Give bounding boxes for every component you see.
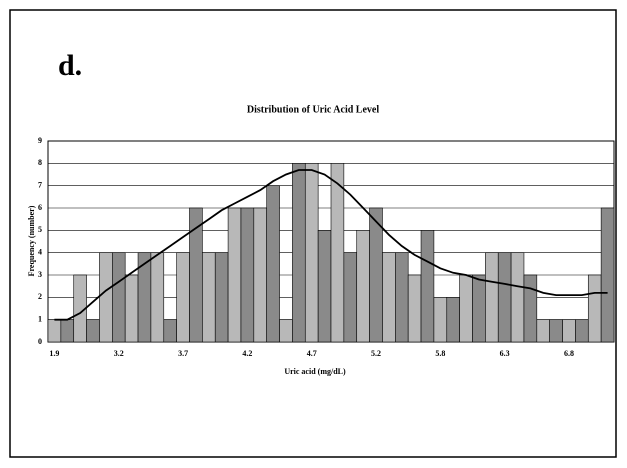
bar <box>420 230 435 343</box>
bar <box>304 163 319 343</box>
y-tick-label: 9 <box>38 136 42 145</box>
x-tick-label: 6.3 <box>500 349 510 358</box>
bar <box>86 319 100 343</box>
y-tick-label: 0 <box>38 337 42 346</box>
bar <box>459 274 473 343</box>
x-tick-label: 5.2 <box>371 349 381 358</box>
panel-label: d. <box>58 49 82 82</box>
bar <box>356 230 370 343</box>
bar <box>240 207 255 343</box>
bar <box>279 319 293 343</box>
bar <box>99 252 113 343</box>
bar <box>497 252 512 343</box>
bar <box>600 207 615 343</box>
x-tick-label: 1.9 <box>49 349 59 358</box>
x-tick-label: 3.7 <box>178 349 188 358</box>
bar <box>549 319 563 343</box>
bar <box>407 274 422 343</box>
bar <box>176 252 190 343</box>
bar <box>382 252 396 343</box>
bar <box>150 252 165 343</box>
bar <box>112 252 126 343</box>
bar <box>472 274 486 343</box>
bar <box>562 319 576 343</box>
bar <box>433 297 448 343</box>
y-tick-label: 4 <box>38 247 42 256</box>
x-tick-label: 3.2 <box>114 349 124 358</box>
bar <box>60 319 75 343</box>
bar <box>446 297 460 343</box>
bar <box>47 319 62 343</box>
bar <box>536 319 550 343</box>
y-tick-label: 6 <box>38 203 42 212</box>
bar <box>343 252 358 343</box>
x-tick-label: 4.2 <box>242 349 252 358</box>
y-tick-label: 7 <box>38 180 42 189</box>
bar <box>575 319 589 343</box>
y-tick-label: 3 <box>38 270 42 279</box>
y-tick-label: 2 <box>38 292 42 301</box>
bar <box>485 252 499 343</box>
bar <box>124 274 139 343</box>
bar <box>395 252 409 343</box>
bar <box>227 207 242 343</box>
bar <box>369 207 383 343</box>
x-tick-label: 6.8 <box>564 349 574 358</box>
bar <box>317 230 332 343</box>
y-tick-label: 1 <box>38 314 42 323</box>
frame <box>9 9 617 458</box>
bar <box>523 274 538 343</box>
bar <box>253 207 267 343</box>
bar <box>214 252 229 343</box>
bar <box>510 252 525 343</box>
y-axis-label: Frequency (number) <box>27 205 36 276</box>
bar <box>587 274 602 343</box>
bar <box>266 185 280 343</box>
bar <box>202 252 216 343</box>
x-tick-label: 4.7 <box>307 349 317 358</box>
chart-title: Distribution of Uric Acid Level <box>247 104 379 115</box>
bar <box>163 319 177 343</box>
bar <box>292 163 306 343</box>
y-tick-label: 5 <box>38 225 42 234</box>
y-tick-label: 8 <box>38 158 42 167</box>
fit-curve <box>54 169 608 321</box>
bar <box>330 163 345 343</box>
x-axis-label: Uric acid (mg/dL) <box>284 367 346 376</box>
x-tick-label: 5.8 <box>435 349 445 358</box>
